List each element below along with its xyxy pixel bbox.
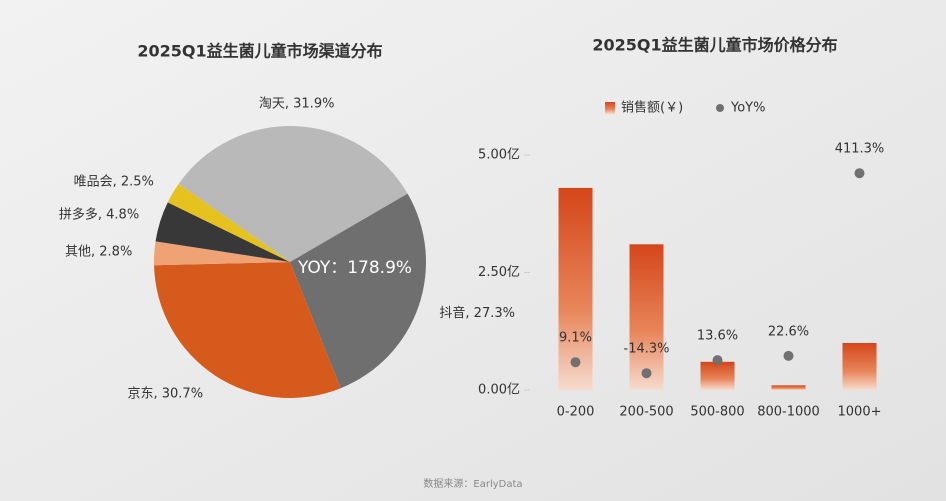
- yoy-label: -14.3%: [624, 342, 670, 357]
- legend-dot: [716, 104, 724, 112]
- y-tick-label: 2.50亿: [478, 265, 520, 280]
- yoy-label: 9.1%: [559, 331, 592, 346]
- yoy-dot: [712, 355, 723, 366]
- pie-slice: [153, 241, 290, 266]
- yoy-dot: [570, 357, 581, 368]
- bar: [629, 244, 664, 390]
- pie-slice: [154, 262, 341, 398]
- legend-label: YoY%: [730, 101, 765, 116]
- pie-annotation: YOY：178.9%: [297, 258, 412, 278]
- yoy-dot: [854, 168, 865, 179]
- pie-slice: [167, 183, 290, 262]
- bar: [558, 187, 593, 390]
- yoy-label: 22.6%: [768, 324, 809, 339]
- yoy-dot: [641, 368, 652, 379]
- slice-label: 唯品会, 2.5%: [74, 174, 154, 189]
- source: 数据来源：EarlyData: [423, 477, 522, 490]
- slice-label: 淘天, 31.9%: [259, 97, 335, 112]
- pie-title: 2025Q1益生菌儿童市场渠道分布: [137, 42, 382, 61]
- x-tick-label: 800-1000: [757, 405, 820, 420]
- legend-swatch: [605, 102, 615, 114]
- slice-label: 抖音, 27.3%: [439, 305, 515, 321]
- bar: [842, 343, 877, 390]
- bar: [771, 385, 806, 390]
- pie-slice: [155, 202, 290, 262]
- pie-slice: [178, 125, 408, 262]
- y-tick-label: 0.00亿: [478, 383, 520, 398]
- x-tick-label: 500-800: [690, 405, 744, 420]
- y-tick-label: 5.00亿: [478, 148, 520, 163]
- x-tick-label: 0-200: [557, 405, 595, 420]
- slice-label: 其他, 2.8%: [65, 244, 132, 259]
- yoy-label: 13.6%: [697, 329, 738, 344]
- slice-label: 拼多多, 4.8%: [59, 206, 139, 222]
- bar-title: 2025Q1益生菌儿童市场价格分布: [592, 36, 837, 55]
- pie-slice: [290, 193, 426, 389]
- x-tick-label: 1000+: [838, 405, 882, 420]
- slice-label: 京东, 30.7%: [127, 386, 203, 401]
- legend-label: 销售额(￥): [621, 100, 683, 116]
- bar: [700, 361, 735, 390]
- x-tick-label: 200-500: [619, 405, 673, 420]
- yoy-dot: [783, 350, 794, 361]
- yoy-label: 411.3%: [835, 142, 885, 157]
